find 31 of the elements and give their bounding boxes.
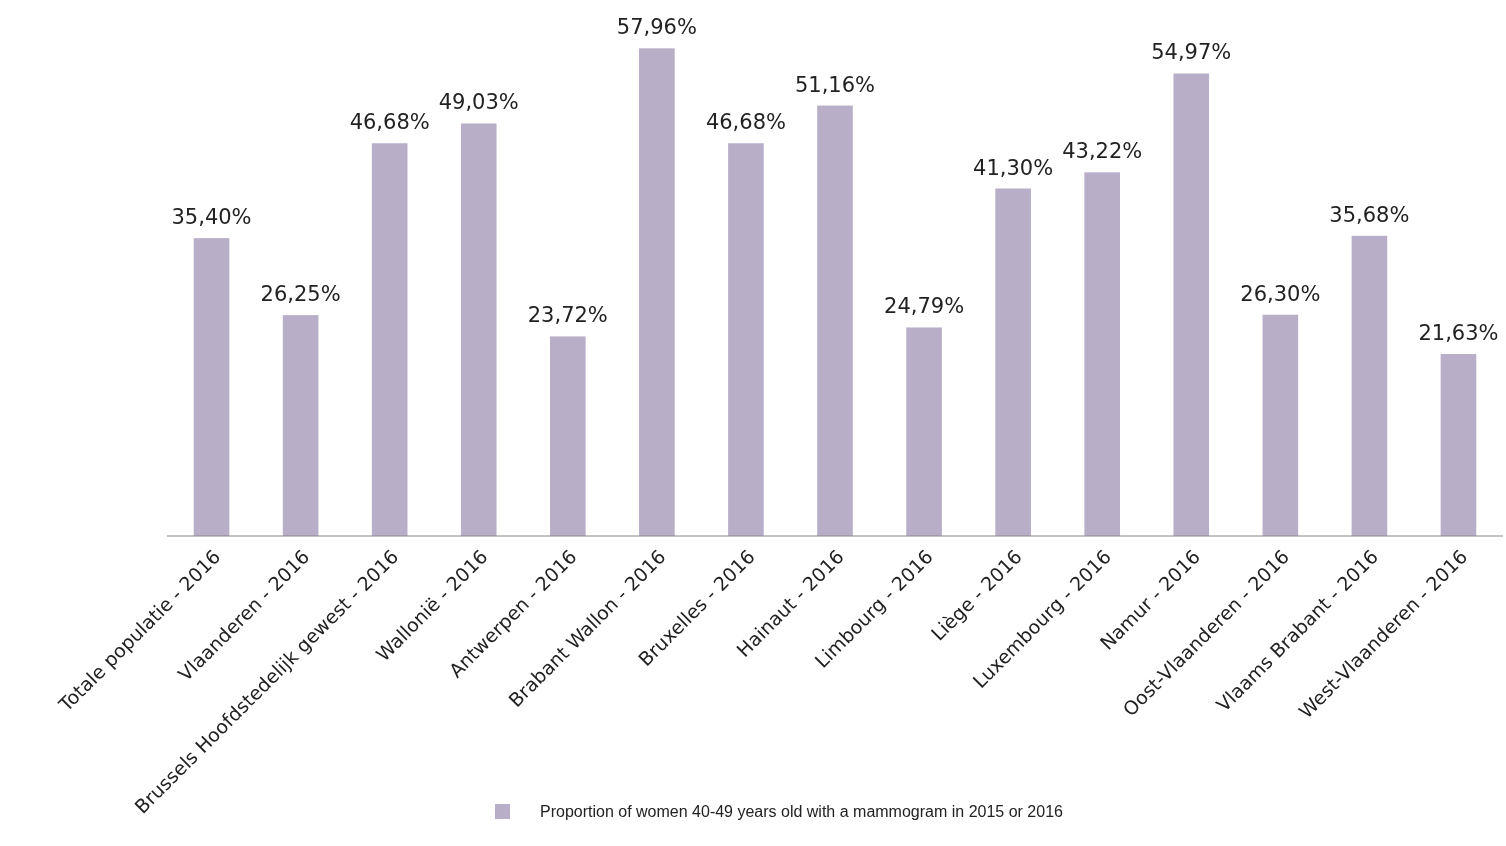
data-label: 46,68% [705,110,786,135]
bar [371,143,408,536]
data-label: 26,30% [1240,281,1321,306]
bar [1262,314,1299,536]
bar [1440,354,1477,536]
legend-label: Proportion of women 40-49 years old with a mammogram in 2015 or 2016 [540,803,1064,820]
bar [1351,235,1388,536]
data-label: 46,68% [349,110,430,135]
data-label: 35,40% [171,205,252,230]
data-label: 51,16% [794,72,876,97]
data-label: 49,03% [438,90,519,115]
bar [549,336,586,536]
bar [995,188,1031,536]
data-label: 41,30% [973,155,1054,180]
data-label: 57,96% [616,15,697,40]
bar [282,315,319,536]
bar [1084,172,1121,536]
data-label: 21,63% [1418,321,1499,346]
bar [639,48,675,536]
bar [460,123,497,536]
data-label: 23,72% [527,303,608,328]
data-label: 35,68% [1329,202,1410,227]
data-label: 54,97% [1151,40,1232,65]
bar [1173,73,1210,536]
bar [906,327,942,536]
data-label: 24,79% [884,294,965,319]
bar [193,238,230,536]
bar [728,143,764,536]
bar [817,105,853,536]
data-label: 26,25% [260,282,341,307]
data-label: 43,22% [1062,139,1143,164]
